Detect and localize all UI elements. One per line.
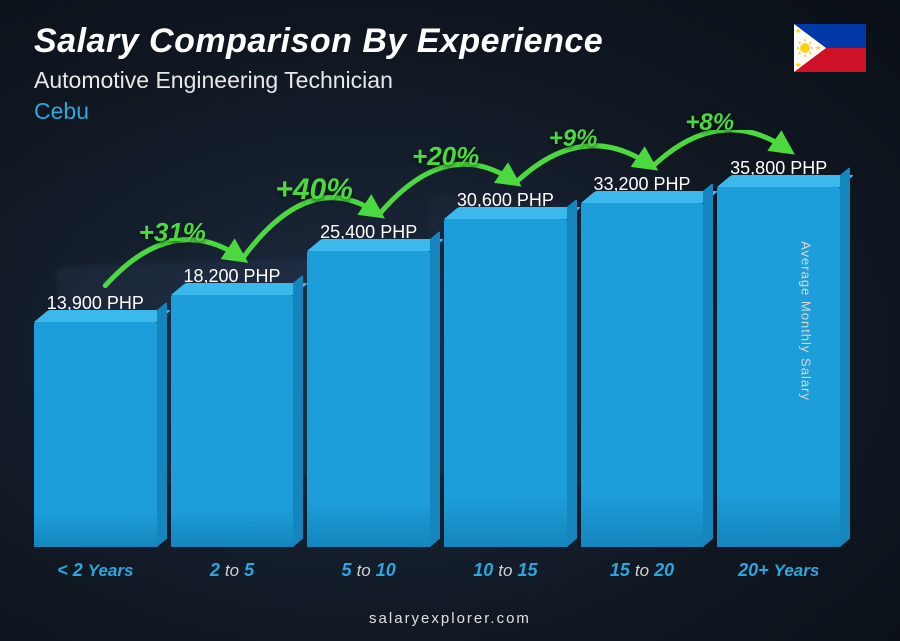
bar xyxy=(171,295,294,547)
bar-wrap: 35,800 PHP xyxy=(717,158,840,547)
percent-increase-label: +31% xyxy=(139,217,206,248)
x-labels-row: < 2 Years 2 to 5 5 to 10 10 to 15 15 to 20 20… xyxy=(34,560,840,581)
location-label: Cebu xyxy=(34,98,866,125)
bar-wrap: 33,200 PHP xyxy=(581,174,704,547)
bar-wrap: 30,600 PHP xyxy=(444,190,567,547)
bar xyxy=(307,251,430,547)
x-axis-label: 5 to 10 xyxy=(307,560,430,581)
bar-wrap: 18,200 PHP xyxy=(171,266,294,547)
x-axis-label: 10 to 15 xyxy=(444,560,567,581)
philippines-flag-icon xyxy=(794,24,866,72)
percent-increase-label: +40% xyxy=(275,173,353,207)
page-title: Salary Comparison By Experience xyxy=(34,22,866,61)
footer-credit: salaryexplorer.com xyxy=(0,610,900,627)
bar xyxy=(581,203,704,547)
x-axis-label: < 2 Years xyxy=(34,560,157,581)
percent-increase-label: +9% xyxy=(549,125,598,153)
x-axis-label: 15 to 20 xyxy=(581,560,704,581)
page-subtitle: Automotive Engineering Technician xyxy=(34,67,866,94)
percent-increase-label: +20% xyxy=(412,141,479,172)
bar xyxy=(444,219,567,547)
header: Salary Comparison By Experience Automoti… xyxy=(34,22,866,125)
bar xyxy=(717,187,840,547)
x-axis-label: 2 to 5 xyxy=(171,560,294,581)
y-axis-label: Average Monthly Salary xyxy=(799,241,814,401)
bar-wrap: 25,400 PHP xyxy=(307,222,430,547)
bar-wrap: 13,900 PHP xyxy=(34,293,157,547)
x-axis-label: 20+ Years xyxy=(717,560,840,581)
bar xyxy=(34,322,157,547)
chart-area: 13,900 PHP18,200 PHP25,400 PHP30,600 PHP… xyxy=(34,130,840,577)
bars-container: 13,900 PHP18,200 PHP25,400 PHP30,600 PHP… xyxy=(34,130,840,547)
